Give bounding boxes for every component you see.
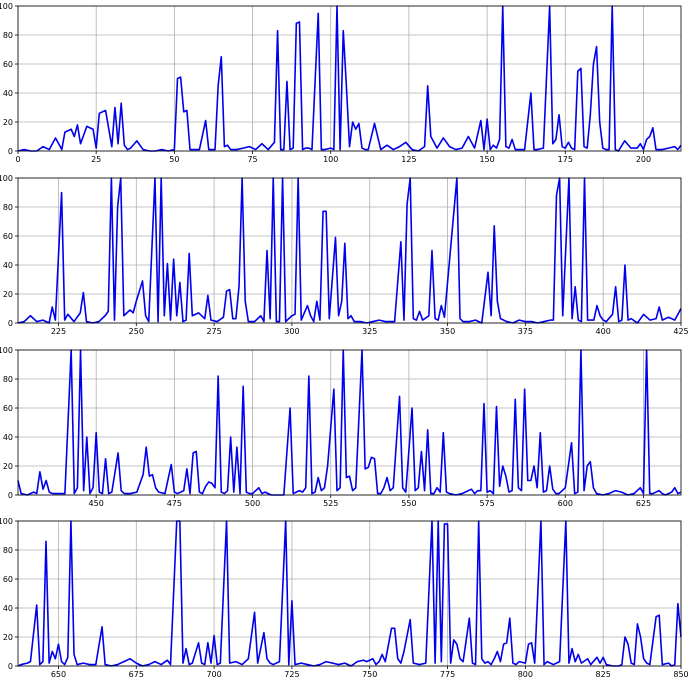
subplot: 0 20 40 60 80 100 225 250 275 300 325 350 375 400 425: [0, 174, 689, 336]
x-tick-label: 250: [129, 327, 144, 336]
x-tick-label: 100: [323, 155, 338, 164]
y-tick-label: 80: [3, 375, 13, 384]
plot-frame: [17, 520, 682, 667]
y-tick-label: 80: [3, 203, 13, 212]
x-tick-label: 300: [284, 327, 299, 336]
y-tick-label: 0: [8, 662, 13, 671]
x-tick-label: 450: [89, 499, 104, 508]
y-tick-label: 80: [3, 546, 13, 555]
x-tick-label: 650: [51, 670, 66, 678]
x-tick-label: 425: [673, 327, 688, 336]
x-tick-label: 775: [440, 670, 455, 678]
x-tick-label: 475: [167, 499, 182, 508]
x-tick-label: 725: [284, 670, 299, 678]
data-line: [17, 520, 682, 667]
plot-frame: [17, 349, 682, 496]
plot-frame: [17, 5, 682, 152]
y-tick-label: 20: [3, 290, 13, 299]
x-tick-label: 850: [673, 670, 688, 678]
subplot: 0 20 40 60 80 100 0 25 50 75 100 125 150 175 200: [0, 2, 682, 164]
y-tick-label: 60: [3, 404, 13, 413]
y-tick-label: 60: [3, 575, 13, 584]
y-tick-label: 0: [8, 319, 13, 328]
x-tick-label: 275: [206, 327, 221, 336]
y-tick-label: 40: [3, 604, 13, 613]
plot-frame: [17, 177, 682, 324]
x-tick-label: 625: [636, 499, 651, 508]
x-tick-label: 75: [247, 155, 257, 164]
x-tick-label: 0: [15, 155, 20, 164]
x-tick-label: 225: [51, 327, 66, 336]
x-tick-label: 50: [169, 155, 179, 164]
y-tick-label: 80: [3, 31, 13, 40]
data-line: [17, 349, 682, 496]
x-tick-label: 600: [558, 499, 573, 508]
x-tick-label: 25: [91, 155, 101, 164]
x-tick-label: 825: [596, 670, 611, 678]
y-tick-label: 40: [3, 261, 13, 270]
y-tick-label: 100: [0, 2, 13, 11]
y-tick-label: 100: [0, 174, 13, 183]
x-tick-label: 550: [401, 499, 416, 508]
x-tick-label: 350: [440, 327, 455, 336]
subplot: 0 20 40 60 80 100 450 475 500 525 550 575 600 625: [0, 346, 682, 508]
x-tick-label: 575: [479, 499, 494, 508]
x-tick-label: 525: [323, 499, 338, 508]
y-tick-label: 40: [3, 89, 13, 98]
data-line: [17, 177, 682, 324]
y-tick-label: 40: [3, 433, 13, 442]
y-tick-label: 20: [3, 118, 13, 127]
y-tick-label: 60: [3, 60, 13, 69]
x-tick-label: 500: [245, 499, 260, 508]
x-tick-label: 175: [558, 155, 573, 164]
x-tick-label: 700: [206, 670, 221, 678]
y-tick-label: 20: [3, 633, 13, 642]
x-tick-label: 675: [129, 670, 144, 678]
y-tick-label: 100: [0, 517, 13, 526]
y-tick-label: 20: [3, 462, 13, 471]
subplot: 0 20 40 60 80 100 650 675 700 725 750 775 800 825 850: [0, 517, 689, 678]
x-tick-label: 325: [362, 327, 377, 336]
y-tick-label: 0: [8, 491, 13, 500]
data-line: [17, 5, 682, 152]
y-tick-label: 100: [0, 346, 13, 355]
x-tick-label: 400: [596, 327, 611, 336]
x-tick-label: 200: [636, 155, 651, 164]
y-tick-label: 0: [8, 147, 13, 156]
x-tick-label: 750: [362, 670, 377, 678]
x-tick-label: 150: [479, 155, 494, 164]
x-tick-label: 375: [518, 327, 533, 336]
x-tick-label: 800: [518, 670, 533, 678]
x-tick-label: 125: [401, 155, 416, 164]
y-tick-label: 60: [3, 232, 13, 241]
